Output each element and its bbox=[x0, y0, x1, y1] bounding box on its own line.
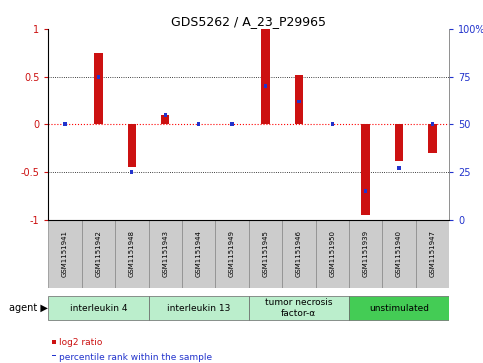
Bar bbox=[330, 122, 334, 126]
Bar bbox=[63, 122, 67, 126]
Text: GSM1151949: GSM1151949 bbox=[229, 230, 235, 277]
Bar bbox=[249, 220, 282, 287]
Bar bbox=[130, 170, 133, 174]
Bar bbox=[115, 220, 149, 287]
Bar bbox=[349, 220, 383, 287]
Text: interleukin 4: interleukin 4 bbox=[70, 303, 127, 313]
Text: agent ▶: agent ▶ bbox=[10, 303, 48, 313]
Text: GSM1151947: GSM1151947 bbox=[429, 230, 436, 277]
Bar bbox=[197, 122, 200, 126]
Text: percentile rank within the sample: percentile rank within the sample bbox=[59, 352, 212, 362]
Bar bbox=[264, 84, 267, 88]
Text: tumor necrosis
factor-α: tumor necrosis factor-α bbox=[265, 298, 333, 318]
Text: unstimulated: unstimulated bbox=[369, 303, 429, 313]
Bar bbox=[128, 124, 136, 167]
Bar bbox=[383, 220, 416, 287]
Text: GSM1151946: GSM1151946 bbox=[296, 230, 302, 277]
Title: GDS5262 / A_23_P29965: GDS5262 / A_23_P29965 bbox=[171, 15, 326, 28]
Bar bbox=[48, 296, 149, 320]
Bar bbox=[94, 53, 102, 124]
Bar bbox=[261, 29, 270, 124]
Bar bbox=[161, 115, 170, 124]
Bar bbox=[416, 220, 449, 287]
Bar bbox=[428, 124, 437, 153]
Bar bbox=[82, 220, 115, 287]
Text: GSM1151945: GSM1151945 bbox=[262, 230, 269, 277]
Bar bbox=[431, 122, 434, 126]
Text: GSM1151948: GSM1151948 bbox=[129, 230, 135, 277]
Bar bbox=[215, 220, 249, 287]
Bar bbox=[149, 220, 182, 287]
Bar bbox=[297, 99, 300, 103]
Bar bbox=[398, 166, 401, 170]
Bar bbox=[315, 220, 349, 287]
Text: GSM1151939: GSM1151939 bbox=[363, 230, 369, 277]
Bar bbox=[295, 75, 303, 124]
Text: GSM1151942: GSM1151942 bbox=[96, 230, 101, 277]
Text: log2 ratio: log2 ratio bbox=[59, 338, 102, 347]
Text: GSM1151941: GSM1151941 bbox=[62, 230, 68, 277]
Bar bbox=[349, 296, 449, 320]
Bar bbox=[48, 220, 82, 287]
Bar bbox=[282, 220, 315, 287]
Text: GSM1151950: GSM1151950 bbox=[329, 230, 335, 277]
Bar bbox=[230, 122, 234, 126]
Bar bbox=[52, 340, 56, 344]
Text: GSM1151943: GSM1151943 bbox=[162, 230, 168, 277]
Bar bbox=[364, 189, 368, 193]
Bar bbox=[361, 124, 370, 215]
Bar bbox=[182, 220, 215, 287]
Text: interleukin 13: interleukin 13 bbox=[167, 303, 230, 313]
Bar bbox=[97, 75, 100, 78]
Bar bbox=[164, 113, 167, 117]
Bar bbox=[395, 124, 403, 160]
Bar bbox=[52, 355, 56, 359]
Text: GSM1151940: GSM1151940 bbox=[396, 230, 402, 277]
Bar bbox=[249, 296, 349, 320]
Bar bbox=[149, 296, 249, 320]
Text: GSM1151944: GSM1151944 bbox=[196, 230, 201, 277]
